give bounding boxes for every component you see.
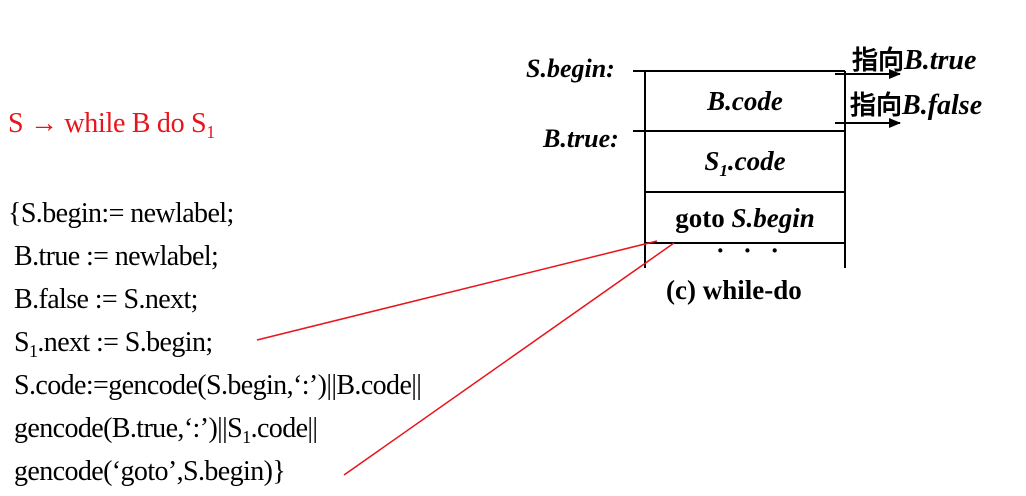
rule-line-4-post: .next := S.begin; — [37, 327, 213, 358]
diagram-caption: (c) while-do — [666, 275, 802, 305]
ellipsis: · · · — [716, 236, 786, 265]
rule-line-6-post: .code|| — [250, 413, 318, 444]
production-lhs: S — [8, 108, 24, 139]
cell-goto: goto S.begin — [675, 203, 815, 233]
production-arrow-icon: → — [29, 108, 58, 139]
rule-line-7: gencode(‘goto’,S.begin)} — [14, 456, 286, 487]
connector-line-s1-next — [256, 240, 658, 341]
rule-line-4-sub: 1 — [28, 341, 38, 361]
rule-line-3: B.false := S.next; — [14, 284, 198, 315]
label-s-begin: S.begin: — [526, 54, 615, 83]
rule-line-6: gencode(B.true,‘:’)||S1.code|| — [14, 413, 318, 448]
rule-line-6-pre: gencode(B.true,‘:’)||S — [14, 413, 243, 444]
cell-b-code: B.code — [707, 86, 783, 116]
production-rhs: while B do S — [64, 108, 207, 139]
jump-true-label: 指向B.true — [852, 45, 977, 76]
jump-false-label: 指向B.false — [850, 90, 983, 121]
rule-line-6-sub: 1 — [242, 427, 251, 447]
label-b-true: B.true: — [543, 124, 619, 153]
rule-line-4-pre: S — [14, 327, 30, 358]
rule-line-2: B.true := newlabel; — [14, 241, 219, 272]
rule-line-5: S.code:=gencode(S.begin,‘:’)||B.code|| — [14, 370, 422, 401]
rule-line-4: S1.next := S.begin; — [14, 327, 213, 362]
cell-s1-code: S1.code — [704, 146, 786, 180]
connector-line-gencode-goto — [343, 242, 675, 476]
rule-line-1: {S.begin:= newlabel; — [8, 198, 234, 229]
label-pointers — [633, 70, 645, 132]
production-rule: S → while B do S1 — [8, 108, 215, 143]
production-rhs-subscript: 1 — [206, 122, 215, 142]
